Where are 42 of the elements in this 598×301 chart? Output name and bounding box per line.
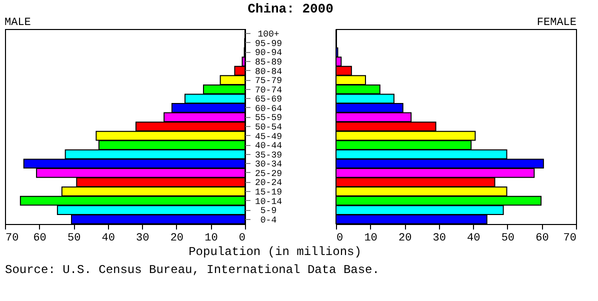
y-tick-label: 50-54 <box>254 122 282 132</box>
y-tick-label: 10-14 <box>254 196 282 207</box>
x-tick-label: 40 <box>102 232 115 244</box>
x-tick-label: 70 <box>563 232 576 244</box>
y-tick-label: 30-34 <box>254 160 282 170</box>
x-tick-label: 20 <box>398 232 412 244</box>
x-tick-label: 40 <box>467 232 480 244</box>
x-tick-label: 70 <box>6 232 19 244</box>
y-tick-label: 35-39 <box>254 150 282 160</box>
y-tick-label: 80-84 <box>254 66 282 77</box>
y-tick-label: 75-79 <box>254 76 282 86</box>
x-tick-label: 50 <box>67 232 81 244</box>
y-tick-label: 65-69 <box>254 94 282 105</box>
y-tick-label: 85-89 <box>254 58 282 68</box>
chart-subtitle: FEMALE <box>536 16 577 29</box>
source-note: Source: U.S. Census Bureau, International Data Base. <box>5 263 380 277</box>
x-tick-label: 30 <box>432 232 446 244</box>
x-tick-label: 10 <box>364 232 378 244</box>
y-tick-label: 20-24 <box>254 178 282 188</box>
y-tick-label: 45-49 <box>254 132 282 142</box>
x-tick-label: 60 <box>536 232 549 244</box>
x-tick-label: 10 <box>204 232 218 244</box>
x-tick-label: 30 <box>136 232 150 244</box>
y-tick-label: 90-94 <box>254 48 282 58</box>
x-tick-label: 20 <box>170 232 184 244</box>
x-tick-label: 50 <box>501 232 515 244</box>
y-tick-label: 55-59 <box>254 113 282 124</box>
y-tick-label: 40-44 <box>254 141 282 152</box>
y-tick-label: 15-19 <box>254 187 282 198</box>
y-tick-label: 5-9 <box>260 206 277 216</box>
y-tick-label: 100+ <box>258 30 280 40</box>
chart-subtitle: MALE <box>4 16 32 29</box>
y-tick-label: 60-64 <box>254 104 282 114</box>
y-tick-label: 0-4 <box>260 215 277 226</box>
y-tick-label: 95-99 <box>254 38 282 49</box>
x-tick-label: 0 <box>336 232 344 244</box>
x-tick-label: 0 <box>238 232 246 244</box>
x-tick-label: 60 <box>33 232 46 244</box>
y-tick-label: 70-74 <box>254 85 282 96</box>
x-axis-title: Population (in millions) <box>188 245 362 259</box>
text: China: 2000 <box>248 1 334 16</box>
y-tick-label: 25-29 <box>254 168 282 179</box>
